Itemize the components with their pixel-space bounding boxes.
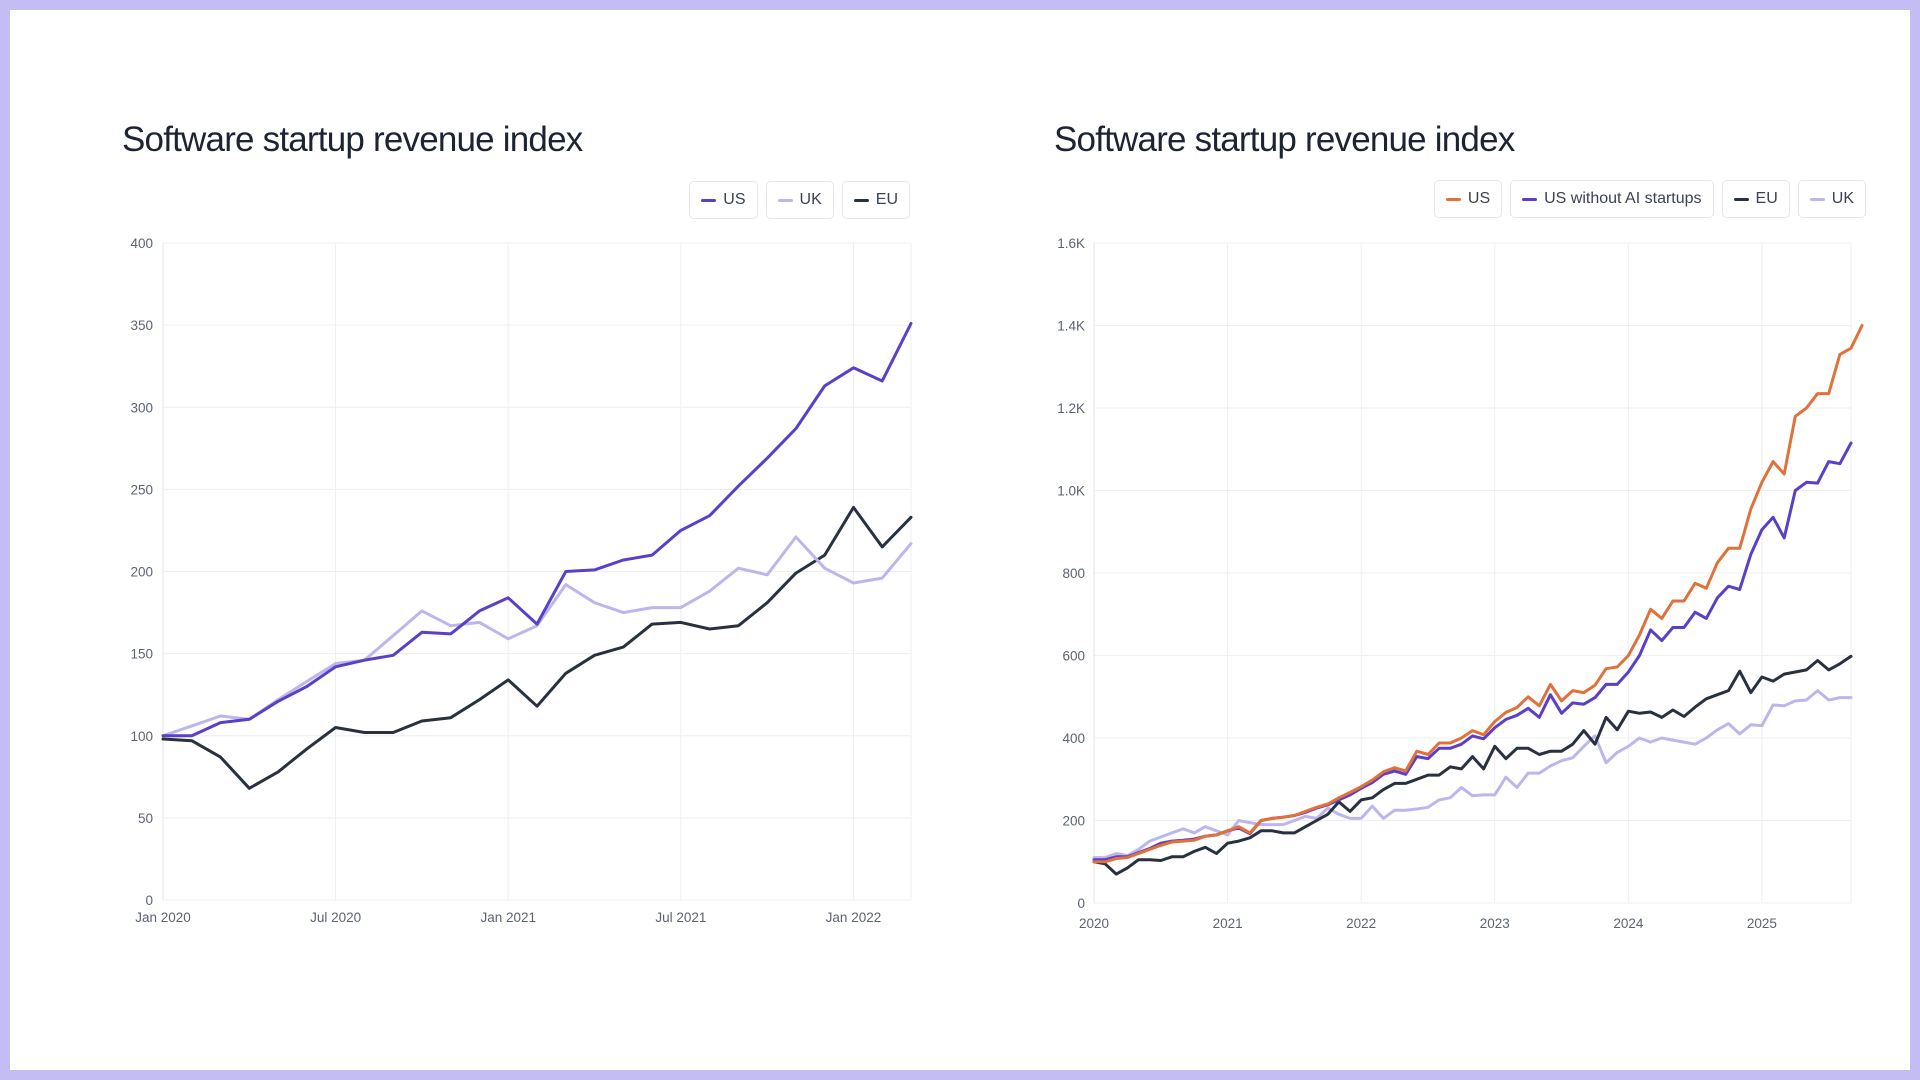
page: Software startup revenue index US UK EU So… <box>10 10 1910 1070</box>
y-tick-label: 100 <box>130 729 153 744</box>
y-tick-label: 1.4K <box>1057 319 1085 334</box>
legend-item-us[interactable]: US <box>689 181 758 219</box>
x-tick-label: 2020 <box>1079 916 1109 931</box>
legend-swatch <box>701 198 717 202</box>
legend-swatch <box>1522 197 1538 201</box>
x-tick-label: Jul 2020 <box>310 910 361 925</box>
legend-swatch <box>1445 197 1461 201</box>
y-tick-label: 250 <box>130 482 153 497</box>
legend-swatch <box>853 198 869 202</box>
legend-swatch <box>1733 197 1749 201</box>
x-tick-label: 2021 <box>1213 916 1243 931</box>
chart-title-left: Software startup revenue index <box>122 120 583 159</box>
y-tick-label: 400 <box>1062 731 1085 746</box>
legend-item-us-without-ai-startups[interactable]: US without AI startups <box>1510 180 1714 218</box>
series-line-uk <box>161 535 913 738</box>
series-line-uk <box>1092 689 1853 860</box>
y-tick-label: 200 <box>1062 814 1085 829</box>
series-line-us <box>1092 324 1864 864</box>
x-tick-label: Jul 2021 <box>655 910 706 925</box>
series-line-eu <box>1092 654 1853 876</box>
y-tick-label: 1.6K <box>1057 236 1085 251</box>
y-tick-label: 1.0K <box>1057 484 1085 499</box>
y-tick-label: 800 <box>1062 566 1085 581</box>
x-tick-label: 2022 <box>1346 916 1376 931</box>
legend-swatch <box>777 198 793 202</box>
legend-item-eu[interactable]: EU <box>1721 180 1790 218</box>
legend-label: UK <box>799 191 822 208</box>
x-tick-label: Jan 2022 <box>826 910 882 925</box>
x-tick-label: Jan 2021 <box>480 910 536 925</box>
y-tick-label: 350 <box>130 318 153 333</box>
legend-label: UK <box>1831 190 1854 207</box>
legend-left: US UK EU <box>689 181 910 219</box>
y-tick-label: 0 <box>1077 896 1085 911</box>
x-tick-label: Jan 2020 <box>135 910 191 925</box>
y-tick-label: 1.2K <box>1057 401 1085 416</box>
y-tick-label: 600 <box>1062 649 1085 664</box>
legend-label: EU <box>875 191 898 208</box>
legend-label: US without AI startups <box>1544 190 1702 207</box>
x-tick-label: 2024 <box>1613 916 1644 931</box>
y-tick-label: 200 <box>130 565 153 580</box>
x-tick-label: 2025 <box>1747 916 1777 931</box>
legend-swatch <box>1809 197 1825 201</box>
legend-item-uk[interactable]: UK <box>1797 180 1866 218</box>
y-tick-label: 300 <box>130 400 153 415</box>
legend-label: US <box>1467 190 1491 207</box>
x-tick-label: 2023 <box>1480 916 1510 931</box>
y-tick-label: 400 <box>130 236 153 251</box>
legend-item-us[interactable]: US <box>1433 180 1503 218</box>
y-tick-label: 150 <box>130 647 153 662</box>
y-tick-label: 0 <box>145 893 153 908</box>
chart-title-right: Software startup revenue index <box>1054 120 1515 159</box>
y-tick-label: 50 <box>138 811 153 826</box>
legend-item-eu[interactable]: EU <box>841 181 910 219</box>
legend-right: US US without AI startups EU UK <box>1433 180 1866 218</box>
series-line-eu <box>161 505 913 790</box>
legend-item-uk[interactable]: UK <box>765 181 834 219</box>
series-line-us <box>161 322 913 738</box>
legend-label: US <box>723 191 746 208</box>
legend-label: EU <box>1755 190 1778 207</box>
